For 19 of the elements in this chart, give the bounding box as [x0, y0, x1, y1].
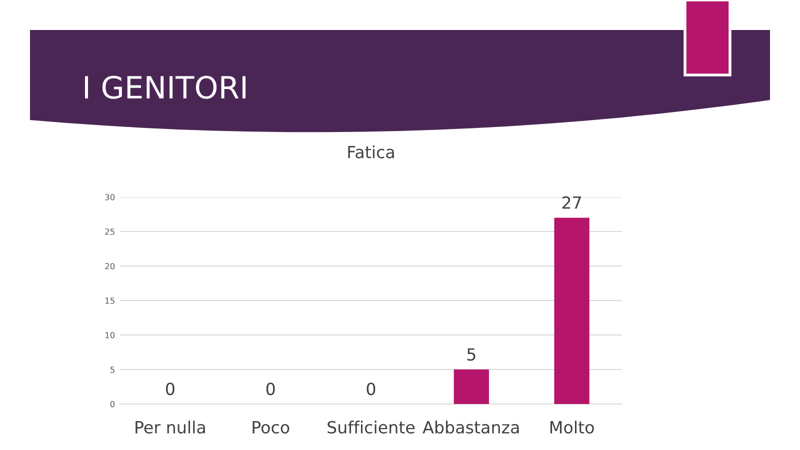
- y-tick-label: 10: [105, 332, 115, 338]
- y-tick-label: 20: [105, 262, 115, 270]
- x-tick-label: Abbastanza: [422, 420, 519, 434]
- y-tick-label: 0: [110, 400, 115, 408]
- data-label: 0: [266, 382, 275, 396]
- x-tick-label: Sufficiente: [328, 420, 415, 434]
- y-tick-label: 25: [105, 228, 114, 235]
- data-label: 0: [366, 382, 376, 396]
- y-tick-label: 15: [105, 298, 114, 304]
- y-tick-label: 30: [105, 194, 115, 200]
- data-label: 0: [166, 382, 174, 396]
- chart-title: I GENITORI: [85, 76, 246, 99]
- chart-subtitle: Fatica: [348, 145, 394, 158]
- x-tick-label: Molto: [550, 420, 594, 434]
- x-tick-label: Per nulla: [136, 420, 205, 434]
- y-tick-label: 5: [110, 366, 114, 373]
- data-label: 27: [562, 196, 581, 209]
- x-tick-label: Poco: [252, 421, 290, 434]
- data-label: 5: [467, 348, 476, 361]
